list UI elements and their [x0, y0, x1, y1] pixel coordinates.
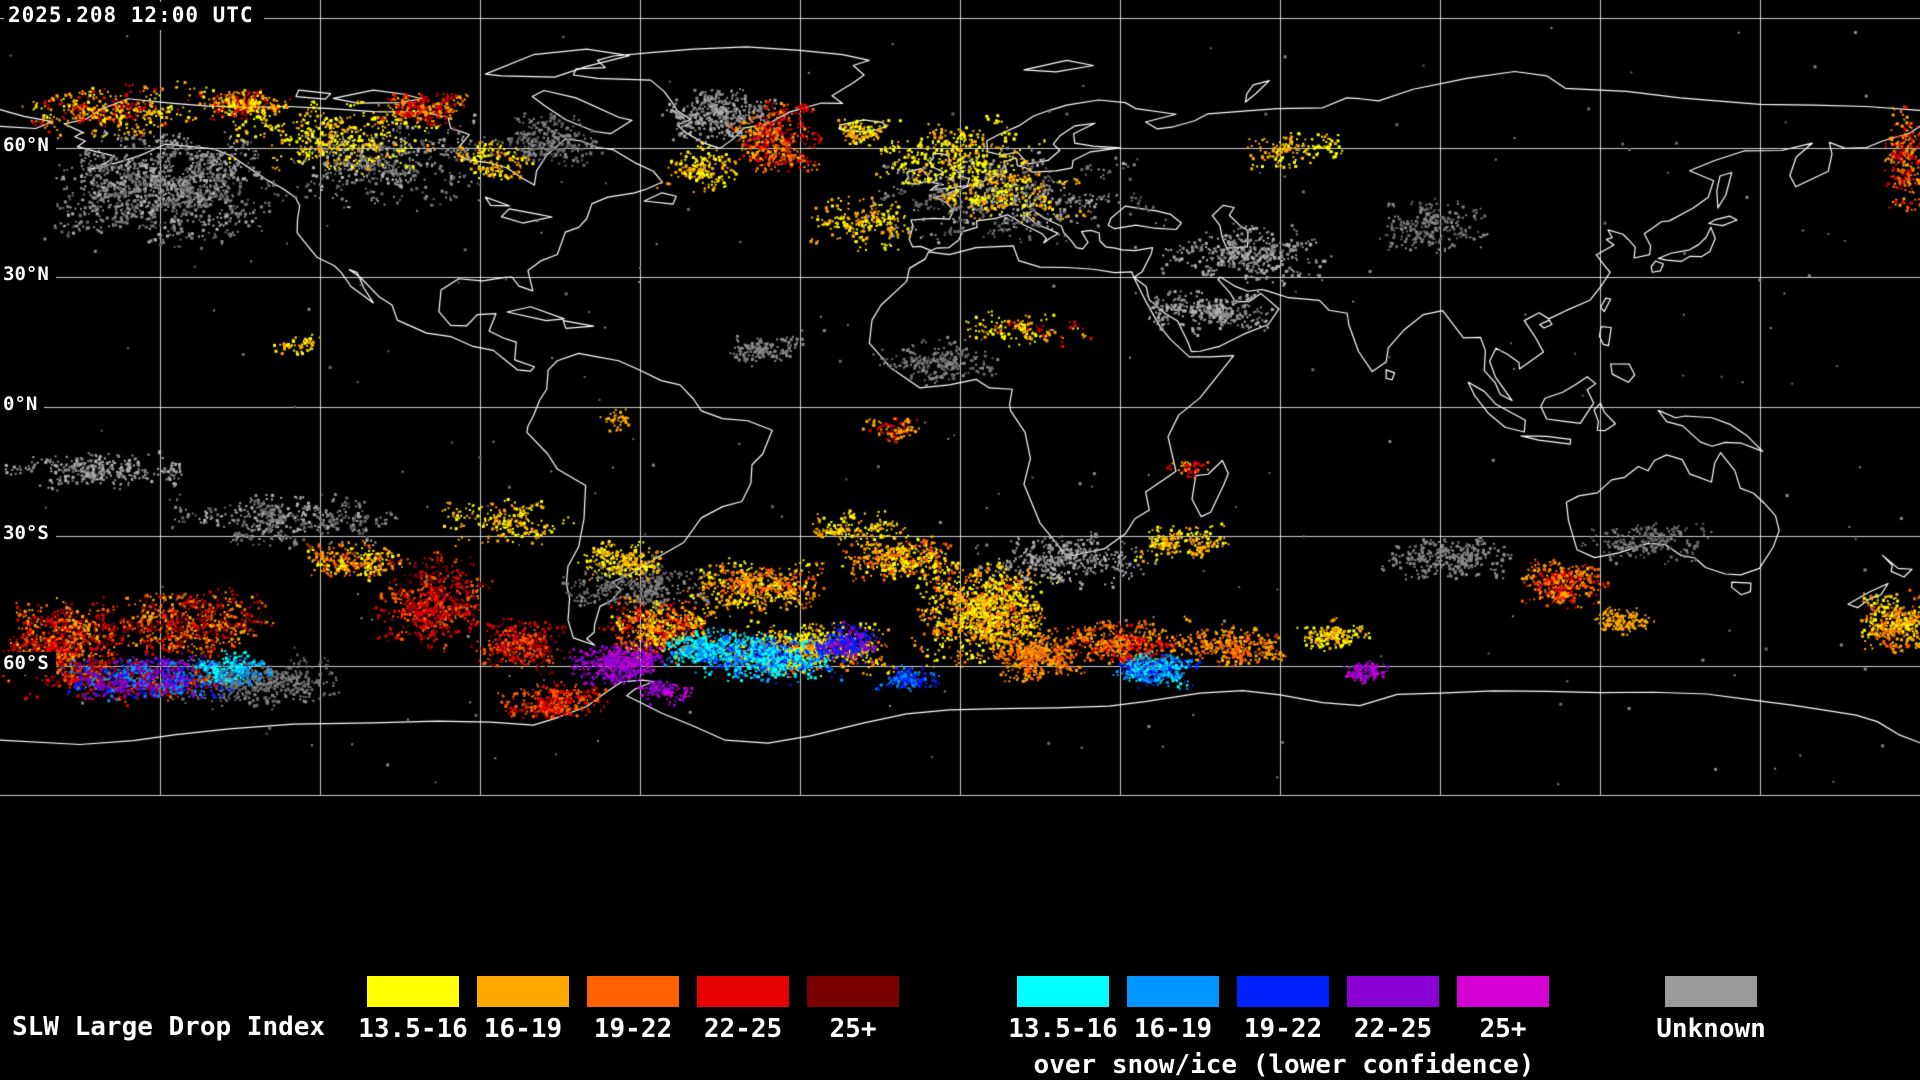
legend-item: 16-19	[468, 976, 578, 1044]
legend-range-label: 16-19	[1133, 1014, 1213, 1044]
legend-color-swatch	[697, 976, 789, 1007]
legend-item: 19-22	[1228, 976, 1338, 1044]
legend-item: 16-19	[1118, 976, 1228, 1044]
world-map-canvas	[0, 0, 1920, 800]
latitude-label: 60°S	[0, 651, 56, 675]
legend-color-swatch	[1665, 976, 1757, 1007]
timestamp: 2025.208 12:00 UTC	[4, 2, 264, 30]
legend-item: Unknown	[1656, 976, 1766, 1044]
legend-range-label: 25+	[829, 1014, 877, 1044]
legend-range-label: 22-25	[1353, 1014, 1433, 1044]
legend-range-label: 19-22	[593, 1014, 673, 1044]
legend-color-swatch	[367, 976, 459, 1007]
legend-range-label: 13.5-16	[1008, 1014, 1118, 1044]
legend-range-label: 16-19	[483, 1014, 563, 1044]
latitude-label: 30°S	[0, 522, 56, 545]
legend-item: 19-22	[578, 976, 688, 1044]
legend-color-swatch	[807, 976, 899, 1007]
legend-group-unknown: Unknown	[1656, 976, 1766, 1044]
legend-range-label: 13.5-16	[358, 1014, 468, 1044]
legend-color-swatch	[1127, 976, 1219, 1007]
legend-caption-snow-ice: over snow/ice (lower confidence)	[1033, 1050, 1535, 1080]
legend: SLW Large Drop Index 13.5-16 16-19 19-22 22…	[0, 800, 1920, 1080]
legend-title: SLW Large Drop Index	[12, 1012, 326, 1042]
legend-item: 25+	[1448, 976, 1558, 1044]
legend-item: 13.5-16	[1008, 976, 1118, 1044]
legend-item: 25+	[798, 976, 908, 1044]
legend-group-liquid: 13.5-16 16-19 19-22 22-25 25+	[358, 976, 908, 1044]
legend-range-label: 25+	[1479, 1014, 1527, 1044]
legend-color-swatch	[1237, 976, 1329, 1007]
legend-color-swatch	[1347, 976, 1439, 1007]
legend-group-snow-ice: 13.5-16 16-19 19-22 22-25 25+	[1008, 976, 1558, 1044]
latitude-label: 30°N	[0, 263, 56, 286]
legend-range-label: 19-22	[1243, 1014, 1323, 1044]
legend-range-label: Unknown	[1656, 1014, 1766, 1044]
legend-color-swatch	[1457, 976, 1549, 1007]
legend-color-swatch	[1017, 976, 1109, 1007]
legend-item: 22-25	[1338, 976, 1448, 1044]
legend-item: 13.5-16	[358, 976, 468, 1044]
legend-color-swatch	[587, 976, 679, 1007]
legend-item: 22-25	[688, 976, 798, 1044]
latitude-label: 60°N	[0, 133, 56, 157]
legend-range-label: 22-25	[703, 1014, 783, 1044]
legend-color-swatch	[477, 976, 569, 1007]
latitude-label: 0°N	[0, 392, 45, 416]
